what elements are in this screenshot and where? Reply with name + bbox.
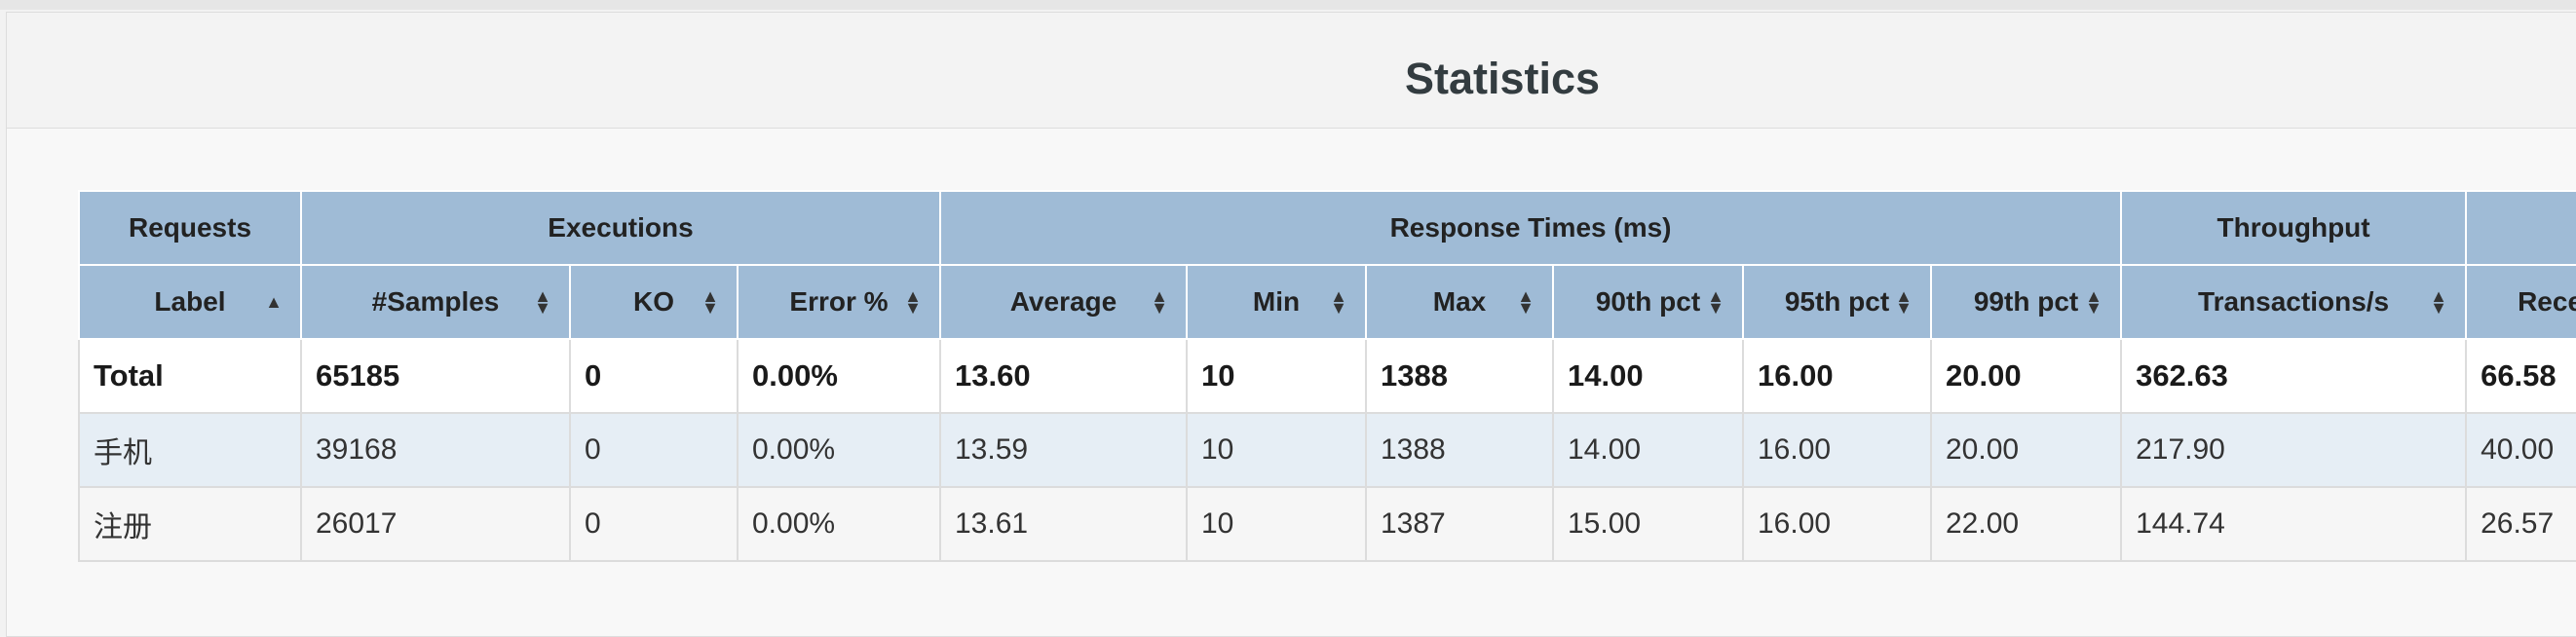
table-cell: 13.61 bbox=[939, 486, 1188, 562]
table-cell: 217.90 bbox=[2120, 412, 2468, 488]
group-header-requests: Requests bbox=[78, 190, 302, 266]
table-row: 手机 39168 0 0.00% 13.59 10 1388 14.00 16.… bbox=[78, 412, 2576, 488]
group-header-row: Requests Executions Response Times (ms) … bbox=[78, 190, 2576, 266]
table-cell: 144.74 bbox=[2120, 486, 2468, 562]
column-header-text: 90th pct bbox=[1595, 286, 1701, 317]
table-cell: 15.00 bbox=[1552, 486, 1744, 562]
column-header-text: Min bbox=[1252, 286, 1301, 317]
column-header-text: 99th pct bbox=[1973, 286, 2079, 317]
table-cell: 66.58 bbox=[2465, 338, 2576, 414]
column-header-text: Error % bbox=[789, 286, 889, 317]
column-header-row: Label ▲ #Samples ▲ ▼ KO ▲ ▼ Error % ▲ ▼ Ave… bbox=[78, 264, 2576, 340]
table-cell: 13.60 bbox=[939, 338, 1188, 414]
sort-both-icon: ▲ ▼ bbox=[1330, 286, 1347, 318]
column-header-text: #Samples bbox=[371, 286, 500, 317]
panel-heading: Statistics bbox=[7, 13, 2576, 129]
column-header-95th-pct[interactable]: 95th pct ▲ ▼ bbox=[1742, 264, 1932, 340]
table-cell: 1388 bbox=[1365, 412, 1554, 488]
column-header-error-pct[interactable]: Error % ▲ ▼ bbox=[737, 264, 941, 340]
table-cell: 手机 bbox=[78, 412, 302, 488]
table-cell: 10 bbox=[1186, 486, 1367, 562]
group-header-response-times: Response Times (ms) bbox=[938, 190, 2123, 266]
column-header-text: Max bbox=[1432, 286, 1487, 317]
table-cell: 10 bbox=[1186, 338, 1367, 414]
column-header-90th-pct[interactable]: 90th pct ▲ ▼ bbox=[1552, 264, 1744, 340]
column-header-text: KO bbox=[633, 286, 674, 317]
table-cell: 注册 bbox=[78, 486, 302, 562]
table-cell: 0 bbox=[569, 486, 739, 562]
column-header-min[interactable]: Min ▲ ▼ bbox=[1186, 264, 1367, 340]
column-header-text: Average bbox=[1009, 286, 1118, 317]
table-cell: 10 bbox=[1186, 412, 1367, 488]
column-header-average[interactable]: Average ▲ ▼ bbox=[939, 264, 1188, 340]
sort-both-icon: ▲ ▼ bbox=[904, 286, 922, 318]
group-header-throughput: Throughput bbox=[2120, 190, 2468, 266]
group-header-executions: Executions bbox=[300, 190, 941, 266]
table-cell: 65185 bbox=[300, 338, 571, 414]
table-cell: Total bbox=[78, 338, 302, 414]
table-cell: 0 bbox=[569, 412, 739, 488]
table-cell: 0 bbox=[569, 338, 739, 414]
sort-both-icon: ▲ ▼ bbox=[2085, 286, 2102, 318]
table-cell: 16.00 bbox=[1742, 412, 1932, 488]
sort-both-icon: ▲ ▼ bbox=[2430, 286, 2447, 318]
table-cell: 26.57 bbox=[2465, 486, 2576, 562]
sort-both-icon: ▲ ▼ bbox=[1517, 286, 1534, 318]
column-header-ko[interactable]: KO ▲ ▼ bbox=[569, 264, 739, 340]
sort-ascending-icon: ▲ bbox=[265, 292, 283, 312]
column-header-received[interactable]: Rece bbox=[2465, 264, 2576, 340]
table-cell: 1387 bbox=[1365, 486, 1554, 562]
table-cell: 0.00% bbox=[737, 486, 941, 562]
table-cell: 20.00 bbox=[1929, 412, 2123, 488]
sort-both-icon: ▲ ▼ bbox=[534, 286, 551, 318]
table-cell: 26017 bbox=[300, 486, 571, 562]
window-top-strip bbox=[0, 0, 2576, 10]
table-cell: 39168 bbox=[300, 412, 571, 488]
column-header-text: Transactions/s bbox=[2198, 286, 2390, 317]
column-header-samples[interactable]: #Samples ▲ ▼ bbox=[300, 264, 571, 340]
table-cell: 22.00 bbox=[1929, 486, 2123, 562]
column-header-text: Label bbox=[154, 286, 226, 317]
table-cell: 14.00 bbox=[1552, 338, 1744, 414]
table-cell: 16.00 bbox=[1742, 486, 1932, 562]
table-cell: 20.00 bbox=[1929, 338, 2123, 414]
sort-both-icon: ▲ ▼ bbox=[1707, 286, 1724, 318]
table-cell: 13.59 bbox=[939, 412, 1188, 488]
column-header-label[interactable]: Label ▲ bbox=[78, 264, 302, 340]
group-header-network bbox=[2465, 190, 2576, 266]
sort-both-icon: ▲ ▼ bbox=[1151, 286, 1168, 318]
table-cell: 40.00 bbox=[2465, 412, 2576, 488]
panel-title: Statistics bbox=[1405, 54, 1601, 103]
column-header-99th-pct[interactable]: 99th pct ▲ ▼ bbox=[1929, 264, 2123, 340]
table-cell: 14.00 bbox=[1552, 412, 1744, 488]
column-header-text: Rece bbox=[2518, 286, 2576, 317]
sort-both-icon: ▲ ▼ bbox=[701, 286, 719, 318]
table-cell: 1388 bbox=[1365, 338, 1554, 414]
column-header-text: 95th pct bbox=[1784, 286, 1890, 317]
statistics-table: Requests Executions Response Times (ms) … bbox=[78, 190, 2576, 562]
table-cell: 0.00% bbox=[737, 412, 941, 488]
column-header-transactions-per-sec[interactable]: Transactions/s ▲ ▼ bbox=[2120, 264, 2468, 340]
table-cell: 362.63 bbox=[2120, 338, 2468, 414]
column-header-max[interactable]: Max ▲ ▼ bbox=[1365, 264, 1554, 340]
table-cell: 0.00% bbox=[737, 338, 941, 414]
table-cell: 16.00 bbox=[1742, 338, 1932, 414]
table-row: 注册 26017 0 0.00% 13.61 10 1387 15.00 16.… bbox=[78, 486, 2576, 562]
sort-both-icon: ▲ ▼ bbox=[1895, 286, 1913, 318]
table-row-total: Total 65185 0 0.00% 13.60 10 1388 14.00 … bbox=[78, 338, 2576, 414]
